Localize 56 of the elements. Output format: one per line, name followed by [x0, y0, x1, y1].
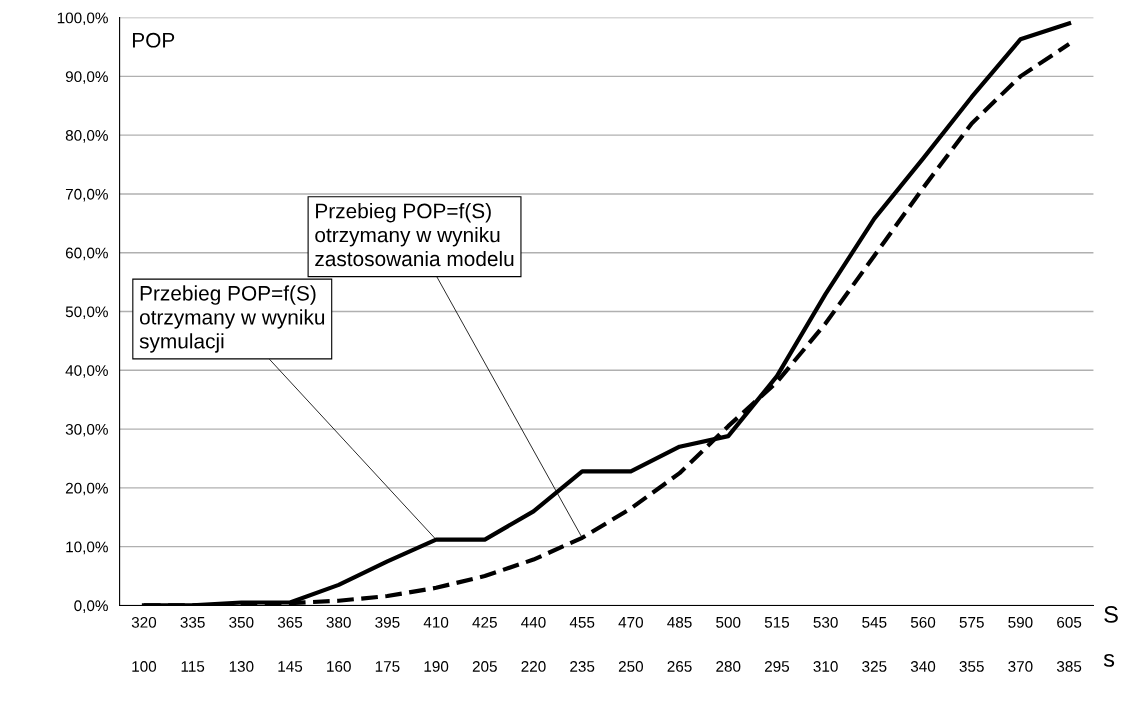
x2-tick-label: 100 — [132, 661, 157, 672]
x-tick-label: 350 — [229, 616, 254, 628]
x2-tick-label: 175 — [375, 661, 400, 672]
y-tick-label: 60,0% — [65, 247, 108, 261]
y-tick-label: 80,0% — [65, 130, 108, 143]
x-tick-label: 500 — [716, 616, 741, 628]
x2-tick-label: 130 — [229, 661, 254, 672]
y-tick-label: 0,0% — [74, 600, 108, 613]
x-tick-label: 560 — [910, 616, 936, 628]
y-tick-label: 100,0% — [57, 12, 108, 26]
x-tick-label: 575 — [959, 617, 984, 628]
x-tick-label: 455 — [569, 617, 595, 628]
x-tick-label: 530 — [813, 616, 838, 628]
x-tick-label: 380 — [326, 616, 351, 628]
x2-tick-label: 280 — [716, 661, 741, 672]
x-tick-label: 395 — [375, 616, 400, 628]
x-tick-label: 515 — [764, 617, 790, 628]
y-tick-label: 90,0% — [65, 71, 108, 84]
x2-tick-label: 145 — [278, 661, 303, 672]
x2-tick-label: 310 — [813, 661, 838, 672]
x2-tick-label: 160 — [327, 661, 351, 672]
annotation: Przebieg POP=f(S) otrzymany w wyniku symulacji — [139, 285, 325, 353]
x2-tick-label: 325 — [862, 661, 887, 672]
x2-tick-label: 190 — [424, 661, 449, 672]
x-tick-label: 545 — [862, 617, 887, 628]
x-tick-label: 410 — [423, 616, 449, 628]
x-tick-label: 425 — [472, 616, 497, 628]
x2-tick-label: 235 — [570, 661, 595, 672]
y-axis-title: POP — [132, 32, 175, 48]
x-tick-label: 605 — [1057, 616, 1082, 628]
x2-tick-label: 250 — [618, 661, 644, 672]
y-tick-label: 50,0% — [65, 306, 108, 320]
x2-tick-label: 295 — [764, 661, 790, 672]
x-tick-label: 485 — [667, 616, 692, 628]
x-axis-title: S — [1104, 606, 1118, 623]
x2-tick-label: 220 — [521, 661, 546, 672]
annotation: Przebieg POP=f(S) otrzymany w wyniku zastosowania modelu — [315, 203, 514, 267]
x-tick-label: 320 — [131, 616, 157, 628]
x-tick-label: 335 — [180, 616, 205, 628]
x2-tick-label: 205 — [472, 661, 497, 672]
x-tick-label: 440 — [521, 616, 546, 628]
x2-tick-label: 355 — [959, 661, 984, 672]
x2-axis-title: s — [1103, 653, 1115, 667]
x2-tick-label: 265 — [667, 661, 692, 672]
y-tick-label: 30,0% — [65, 423, 108, 437]
x2-tick-label: 115 — [181, 661, 205, 672]
y-tick-label: 10,0% — [66, 541, 108, 555]
y-tick-label: 20,0% — [65, 482, 108, 496]
y-tick-label: 70,0% — [65, 188, 108, 202]
x-tick-label: 590 — [1008, 616, 1033, 628]
x2-tick-label: 340 — [910, 661, 936, 672]
x2-tick-label: 370 — [1008, 661, 1033, 672]
y-tick-label: 40,0% — [65, 365, 108, 378]
x-tick-label: 470 — [618, 616, 644, 628]
x2-tick-label: 385 — [1056, 661, 1082, 672]
x-tick-label: 365 — [277, 616, 303, 628]
